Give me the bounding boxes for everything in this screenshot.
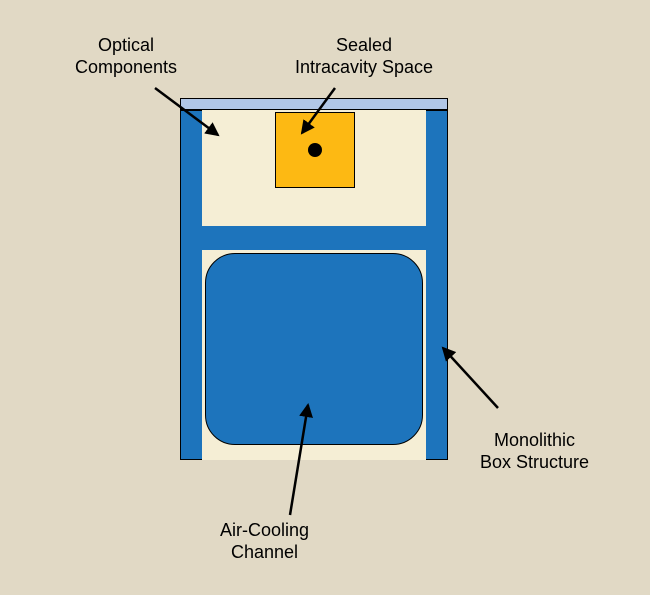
air-cooling-channel: [205, 253, 423, 445]
label-optical-components: Optical Components: [75, 35, 177, 78]
label-line1: Sealed: [336, 35, 392, 55]
label-line2: Intracavity Space: [295, 57, 433, 77]
label-monolithic-box: Monolithic Box Structure: [480, 430, 589, 473]
label-air-cooling-channel: Air-Cooling Channel: [220, 520, 309, 563]
label-line1: Optical: [98, 35, 154, 55]
label-line2: Box Structure: [480, 452, 589, 472]
label-line1: Air-Cooling: [220, 520, 309, 540]
label-line2: Channel: [231, 542, 298, 562]
label-line1: Monolithic: [494, 430, 575, 450]
diagram-canvas: Optical Components Sealed Intracavity Sp…: [0, 0, 650, 595]
label-sealed-intracavity: Sealed Intracavity Space: [295, 35, 433, 78]
intracavity-dot: [308, 143, 322, 157]
label-line2: Components: [75, 57, 177, 77]
optical-components-strip: [180, 98, 448, 110]
